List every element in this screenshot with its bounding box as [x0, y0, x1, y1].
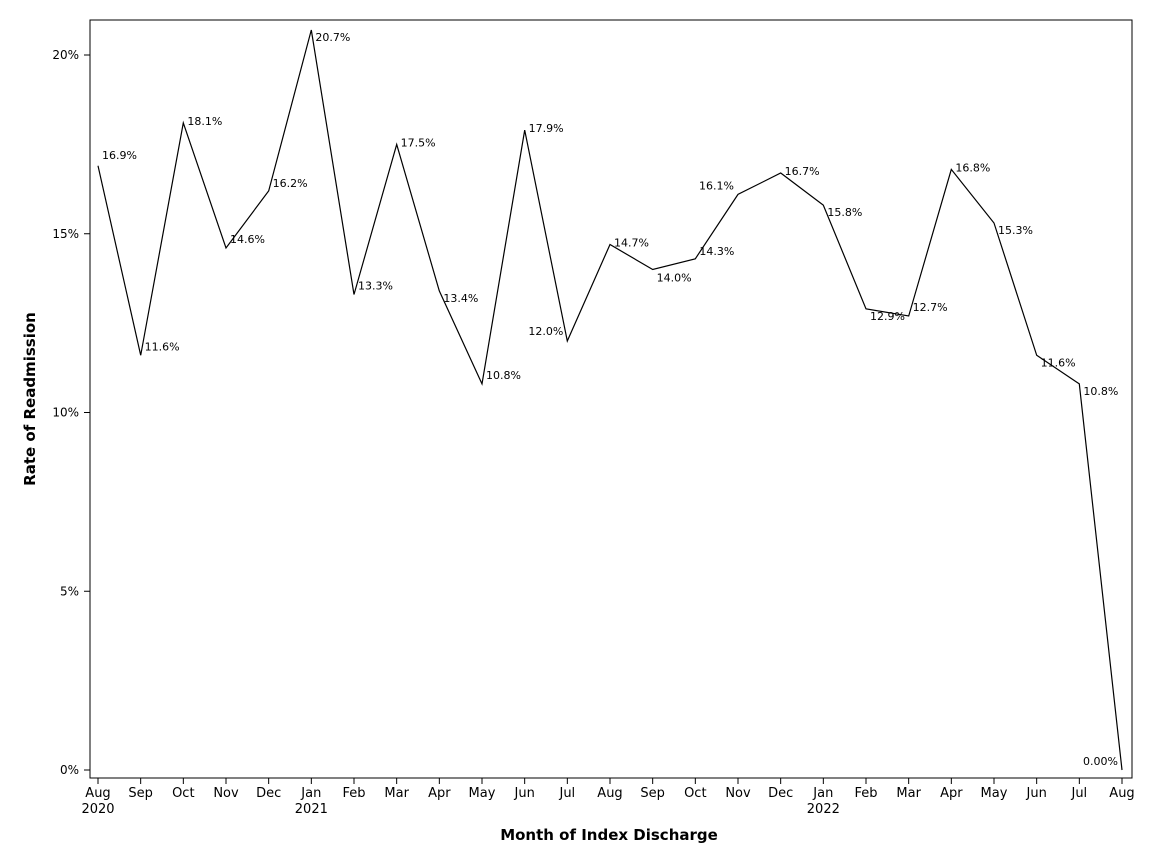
- data-label: 16.8%: [955, 161, 990, 174]
- data-label: 11.6%: [145, 340, 180, 353]
- x-tick-label: Sep: [640, 786, 665, 801]
- x-tick-label: Dec: [256, 786, 281, 801]
- x-axis-title: Month of Index Discharge: [500, 826, 718, 844]
- data-label: 13.4%: [443, 292, 478, 305]
- x-tick-label: May: [469, 786, 496, 801]
- x-tick-label: Jan: [300, 786, 321, 801]
- y-tick-label: 15%: [52, 227, 79, 241]
- data-label: 16.2%: [273, 177, 308, 190]
- x-tick-label: Dec: [768, 786, 793, 801]
- x-tick-label: Jan: [812, 786, 833, 801]
- data-label: 15.3%: [998, 224, 1033, 237]
- x-year-label: 2020: [81, 802, 114, 817]
- data-label: 10.8%: [486, 369, 521, 382]
- data-label: 14.0%: [657, 272, 692, 285]
- x-tick-label: Oct: [684, 786, 706, 801]
- y-tick-label: 5%: [60, 584, 79, 598]
- x-tick-label: Mar: [896, 786, 921, 801]
- x-tick-label: Mar: [384, 786, 409, 801]
- y-axis-title: Rate of Readmission: [21, 312, 39, 486]
- data-label: 18.1%: [187, 115, 222, 128]
- x-tick-label: Aug: [597, 786, 622, 801]
- x-tick-label: Oct: [172, 786, 194, 801]
- data-label: 16.7%: [785, 165, 820, 178]
- data-label: 17.5%: [401, 136, 436, 149]
- x-tick-label: Feb: [342, 786, 365, 801]
- x-tick-label: May: [981, 786, 1008, 801]
- x-tick-label: Apr: [940, 786, 963, 801]
- data-label: 16.1%: [699, 179, 734, 192]
- x-tick-label: Jun: [1026, 786, 1047, 801]
- x-tick-label: Jul: [1070, 786, 1087, 801]
- x-tick-label: Jun: [514, 786, 535, 801]
- data-label: 16.9%: [102, 149, 137, 162]
- y-tick-label: 0%: [60, 763, 79, 777]
- data-label: 11.6%: [1041, 356, 1076, 369]
- data-label: 17.9%: [529, 122, 564, 135]
- data-label: 20.7%: [315, 31, 350, 44]
- x-year-label: 2022: [807, 802, 840, 817]
- data-label: 10.8%: [1083, 385, 1118, 398]
- data-label: 12.9%: [870, 310, 905, 323]
- data-label: 14.7%: [614, 236, 649, 249]
- y-tick-label: 10%: [52, 406, 79, 420]
- data-label: 14.6%: [230, 233, 265, 246]
- plot-frame: [89, 19, 1133, 779]
- x-tick-label: Jul: [558, 786, 575, 801]
- data-label: 14.3%: [699, 245, 734, 258]
- x-axis: Aug Sep Oct Nov Dec Jan Feb Mar Apr May Jun Jul Aug S…: [81, 778, 1135, 817]
- data-labels: 16.9% 11.6% 18.1% 14.6% 16.2% 20.7% 13.3% 17.5%…: [102, 31, 1118, 768]
- series-line: [97, 29, 1123, 771]
- x-tick-label: Feb: [854, 786, 877, 801]
- data-label: 12.7%: [913, 301, 948, 314]
- y-axis: 0% 5% 10% 15% 20%: [52, 48, 90, 777]
- x-tick-label: Aug: [1109, 786, 1134, 801]
- y-tick-label: 20%: [52, 48, 79, 62]
- x-tick-label: Sep: [128, 786, 153, 801]
- data-label: 0.00%: [1083, 755, 1118, 768]
- data-label: 12.0%: [528, 325, 563, 338]
- x-tick-label: Aug: [85, 786, 110, 801]
- data-label: 13.3%: [358, 280, 393, 293]
- x-tick-label: Nov: [725, 786, 751, 801]
- data-label: 15.8%: [827, 206, 862, 219]
- x-tick-label: Nov: [213, 786, 239, 801]
- x-year-label: 2021: [295, 802, 328, 817]
- x-tick-label: Apr: [428, 786, 451, 801]
